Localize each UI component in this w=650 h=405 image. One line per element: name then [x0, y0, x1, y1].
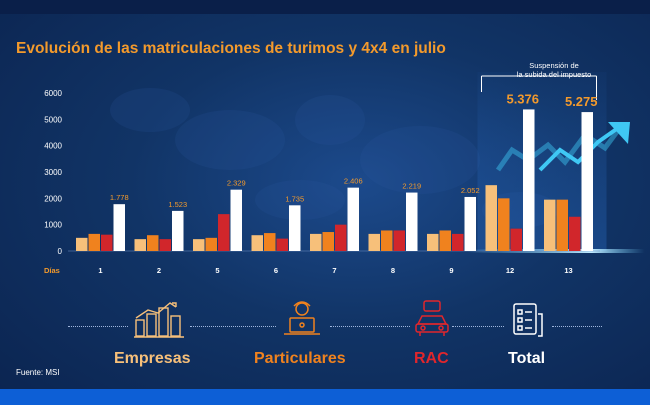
rental-car-icon — [415, 300, 449, 336]
legend-label-rac: RAC — [414, 350, 449, 367]
x-tick-label: 9 — [449, 266, 453, 275]
y-tick-label: 3000 — [44, 168, 62, 177]
legend-label-particulares: Particulares — [254, 350, 346, 367]
bar-empresas-2 — [134, 239, 146, 251]
bar-empresas-7 — [310, 233, 322, 251]
bar-total-9 — [464, 196, 476, 251]
bar-particulares-7 — [322, 232, 334, 251]
bar-total-2 — [172, 210, 184, 251]
bar-empresas-9 — [427, 233, 439, 251]
x-tick-label: 13 — [564, 266, 572, 275]
map-shape — [255, 180, 345, 220]
bar-empresas-6 — [251, 235, 263, 251]
annotation-line: la subida del impuesto — [517, 70, 592, 79]
top-bar — [0, 0, 650, 14]
connector-line — [552, 326, 602, 327]
x-tick-label: 7 — [332, 266, 336, 275]
bar-rac-2 — [159, 239, 171, 251]
person-laptop-icon — [284, 301, 320, 335]
data-label: 1.778 — [110, 193, 129, 202]
x-axis-title: Días — [44, 266, 60, 275]
bar-particulares-8 — [381, 230, 393, 251]
checklist-icon — [513, 303, 543, 337]
data-label: 1.523 — [168, 200, 187, 209]
bars — [76, 109, 593, 251]
y-tick-label: 1000 — [44, 221, 62, 230]
map-shape — [110, 88, 190, 132]
bar-rac-6 — [276, 238, 288, 251]
data-label: 5.275 — [565, 94, 598, 109]
bar-rac-8 — [393, 230, 405, 251]
trend-arrow-icon — [495, 122, 630, 172]
connector-line — [190, 326, 276, 327]
connector-line — [452, 326, 504, 327]
bar-rac-5 — [218, 214, 230, 251]
x-tick-label: 1 — [98, 266, 102, 275]
bar-total-12 — [523, 109, 535, 251]
bar-particulares-6 — [264, 233, 276, 251]
connector-line — [330, 326, 410, 327]
data-label: 1.735 — [285, 194, 304, 203]
trend-arrow-head — [608, 122, 630, 144]
map-shape — [175, 110, 285, 170]
y-tick-label: 0 — [58, 247, 63, 256]
source-note: Fuente: MSI — [16, 368, 60, 377]
bar-rac-13 — [569, 216, 581, 251]
bar-particulares-9 — [439, 230, 451, 251]
legend-label-total: Total — [508, 350, 546, 367]
bar-rac-1 — [101, 234, 113, 251]
bar-particulares-12 — [498, 198, 510, 251]
data-label: 2.406 — [344, 177, 363, 186]
bar-empresas-8 — [368, 233, 380, 251]
bar-total-13 — [581, 112, 593, 251]
bar-rac-9 — [452, 233, 464, 251]
annotation-text: Suspensión de la subida del impuesto — [517, 61, 592, 79]
trend-arrow-line — [538, 126, 620, 172]
bar-empresas-13 — [544, 199, 556, 251]
data-labels: 1.778 1.523 2.329 1.735 2.406 2.219 2.052 5.376… — [110, 91, 598, 208]
bar-total-7 — [347, 187, 359, 251]
y-tick-label: 4000 — [44, 142, 62, 151]
bar-particulares-1 — [88, 233, 100, 251]
bar-particulares-2 — [147, 235, 159, 251]
bar-particulares-5 — [205, 237, 217, 251]
data-label: 2.219 — [402, 182, 421, 191]
annotation-line: Suspensión de — [529, 61, 579, 70]
data-label: 5.376 — [506, 91, 539, 106]
bottom-bar — [0, 389, 650, 405]
bar-rac-12 — [510, 228, 522, 251]
bar-empresas-1 — [76, 237, 88, 251]
data-label: 2.052 — [461, 186, 480, 195]
city-growth-icon — [134, 302, 184, 338]
data-label: 2.329 — [227, 179, 246, 188]
y-tick-label: 2000 — [44, 194, 62, 203]
legend-label-empresas: Empresas — [114, 350, 191, 367]
map-shape — [295, 95, 365, 145]
y-tick-label: 5000 — [44, 115, 62, 124]
bar-empresas-12 — [485, 185, 497, 251]
bar-particulares-13 — [556, 199, 568, 251]
map-shape — [360, 126, 480, 194]
x-tick-label: 8 — [391, 266, 395, 275]
x-tick-label: 12 — [506, 266, 514, 275]
bar-rac-7 — [335, 224, 347, 251]
bar-total-5 — [230, 189, 242, 251]
bar-total-8 — [406, 192, 418, 251]
x-tick-label: 6 — [274, 266, 278, 275]
x-tick-label: 2 — [157, 266, 161, 275]
bar-total-1 — [113, 204, 125, 251]
y-tick-label: 6000 — [44, 89, 62, 98]
chart-title: Evolución de las matriculaciones de turi… — [16, 40, 446, 57]
bar-total-6 — [289, 205, 301, 251]
connector-line — [68, 326, 128, 327]
x-tick-label: 5 — [215, 266, 219, 275]
bar-empresas-5 — [193, 239, 205, 251]
